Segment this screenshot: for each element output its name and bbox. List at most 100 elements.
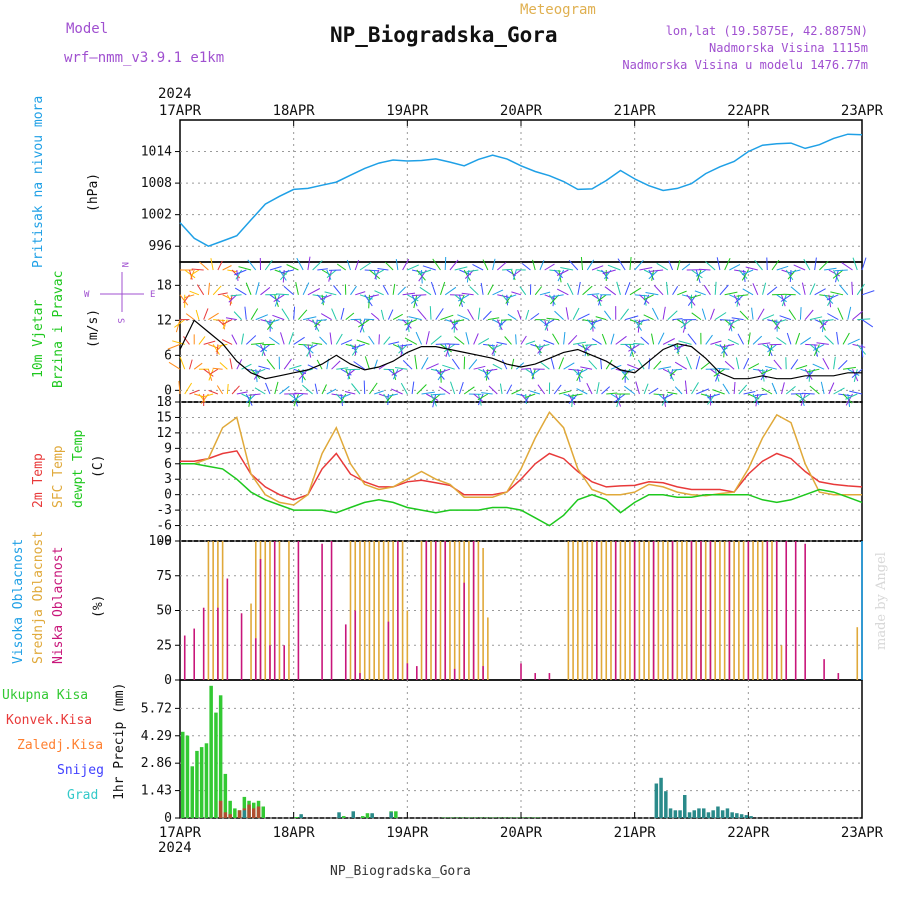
wind-barb — [369, 294, 380, 298]
wind-barb — [762, 282, 767, 295]
wind-barb — [440, 314, 454, 321]
wind-barb — [298, 343, 312, 346]
wind-barb — [319, 336, 328, 345]
cloud-ylabel-high: Visoka Oblacnost — [11, 539, 26, 664]
wind-barb — [212, 285, 222, 296]
wind-barb — [241, 333, 244, 345]
wind-barb — [757, 342, 771, 345]
wind-barb — [438, 386, 451, 395]
wind-barb — [336, 367, 349, 370]
wind-barb — [229, 358, 233, 370]
wind-barb — [712, 389, 725, 395]
wind-barb — [586, 259, 595, 271]
wind-barb — [397, 286, 406, 296]
wind-barb — [803, 258, 811, 271]
wind-ylabel: 10m Vjetar — [31, 300, 46, 378]
wind-barb — [544, 319, 549, 331]
wind-barb — [296, 257, 304, 271]
wind-barb — [538, 343, 550, 348]
wind-barb — [442, 364, 455, 370]
wind-barb — [643, 269, 655, 276]
wind-barb — [199, 261, 209, 271]
pressure-ytick-label: 1002 — [141, 208, 172, 223]
wind-barb — [795, 365, 808, 370]
wind-barb — [776, 265, 789, 271]
wind-barb — [274, 381, 279, 395]
wind-barb — [752, 393, 760, 405]
wind-barb — [306, 344, 314, 357]
clouds-ytick-label: 0 — [164, 673, 172, 688]
wind-barb — [288, 393, 300, 403]
wind-barb — [178, 380, 181, 395]
wind-barb — [482, 259, 489, 271]
wind-barb — [648, 269, 659, 280]
cloud-ylabel-mid: Srednja Oblacnost — [31, 531, 46, 664]
wind-barb — [397, 344, 404, 355]
wind-barb — [567, 334, 578, 345]
wind-barb — [511, 389, 522, 395]
wind-barb — [627, 364, 640, 370]
elevation-text: Nadmorska Visina 1115m — [709, 41, 868, 55]
wind-barb — [236, 269, 239, 281]
wind-barb — [687, 333, 697, 345]
wind-barb — [852, 257, 858, 271]
precipitation-panel-frame — [179, 679, 863, 819]
date-label-bottom: 18APR — [273, 825, 316, 841]
wind-barb — [402, 292, 416, 296]
wind-barb — [392, 343, 404, 350]
wind-barb — [481, 392, 493, 395]
wind-barb — [833, 356, 836, 370]
precip-bar — [237, 810, 242, 818]
wind-barb — [498, 319, 508, 327]
wind-barb — [359, 319, 366, 333]
wind-barb — [344, 391, 356, 395]
precip-bar — [730, 812, 734, 819]
compass-n: N — [119, 262, 129, 267]
wind-barb — [345, 369, 351, 380]
wind-barb — [312, 260, 323, 271]
wind-barb — [216, 385, 224, 395]
wind-barb — [326, 269, 332, 280]
wind-barb — [280, 269, 294, 274]
wind-barb — [586, 382, 593, 395]
wind-barb — [293, 306, 296, 320]
precip-bar — [351, 811, 355, 818]
wind-barb — [443, 343, 455, 353]
coords-text: lon,lat (19.5875E, 42.8875N) — [666, 24, 868, 38]
footer-station: NP_Biogradska_Gora — [330, 864, 471, 879]
wind-barb — [752, 335, 763, 345]
wind-barb — [605, 359, 613, 370]
temp-ylabel-2m: 2m Temp — [31, 453, 46, 508]
wind-barb — [701, 308, 707, 320]
wind-barb — [491, 344, 498, 355]
wind-barb — [473, 393, 484, 402]
wind-barb — [482, 310, 492, 320]
wind-barb — [674, 386, 683, 395]
wind-barb — [813, 344, 820, 357]
wind-barb — [374, 390, 384, 395]
wind-barb — [804, 368, 813, 380]
wind-barb — [265, 382, 271, 395]
wind-barb — [196, 284, 205, 296]
wind-barb — [667, 310, 678, 320]
wind-barb — [189, 389, 199, 395]
wind-barb — [222, 319, 233, 326]
wind-barb — [231, 334, 238, 345]
wind-barb — [745, 266, 758, 271]
wind-barb — [553, 384, 562, 395]
wind-barb — [577, 281, 581, 295]
wind-barb — [465, 332, 470, 345]
wind-barb — [739, 310, 749, 320]
wind-barb — [709, 308, 715, 320]
precip-bar — [252, 808, 256, 818]
wind-barb — [209, 368, 219, 375]
precip-bar — [673, 810, 678, 818]
wind-barb — [624, 282, 631, 295]
wind-barb — [368, 335, 375, 345]
wind-barb — [544, 263, 555, 271]
wind-barb — [672, 285, 679, 296]
wind-barb — [752, 283, 759, 295]
temperature-ytick-label: 3 — [164, 472, 172, 487]
wind-barb — [674, 361, 688, 370]
wind-barb — [412, 294, 427, 296]
